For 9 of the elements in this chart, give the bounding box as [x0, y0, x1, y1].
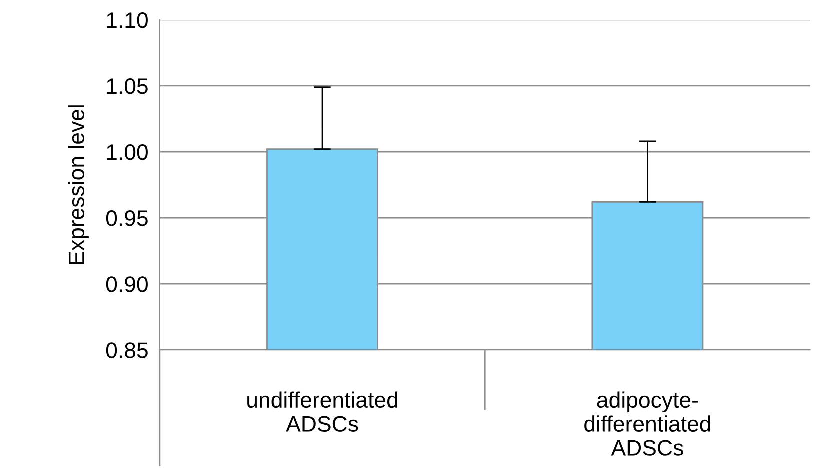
y-tick-label: 1.05 [107, 78, 148, 94]
x-tick-label: adipocyte- differentiated ADSCs [584, 392, 710, 456]
y-tick-label: 0.85 [106, 342, 148, 358]
y-tick-label: 1.00 [107, 144, 148, 160]
y-axis-title: Expression level [68, 106, 89, 264]
y-tick-label: 1.10 [107, 12, 148, 28]
y-tick-label: 0.95 [106, 210, 148, 226]
y-tick-label: 0.90 [106, 276, 148, 292]
x-tick-label: undifferentiated ADSCs [248, 392, 398, 432]
